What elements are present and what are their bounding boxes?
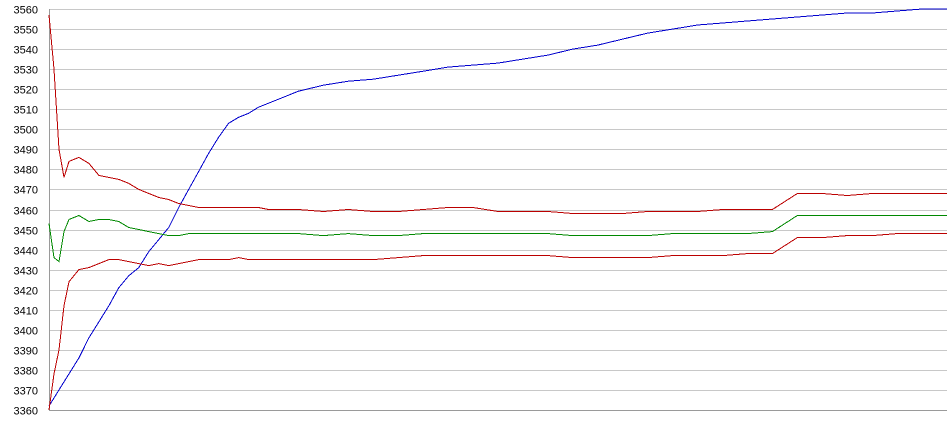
- series-line-1: [48, 8, 947, 407]
- y-tick-label: 3500: [14, 125, 38, 137]
- y-tick-label: 3360: [14, 406, 38, 418]
- y-tick-label: 3530: [14, 65, 38, 77]
- y-tick-label: 3480: [14, 165, 38, 177]
- series-line-4: [48, 233, 947, 411]
- y-tick-label: 3400: [14, 326, 38, 338]
- series-line-2: [48, 14, 947, 214]
- y-tick-label: 3510: [14, 105, 38, 117]
- y-tick-label: 3450: [14, 226, 38, 238]
- y-tick-label: 3390: [14, 346, 38, 358]
- series-line-3: [48, 214, 947, 263]
- y-tick-label: 3560: [14, 5, 38, 17]
- y-tick-label: 3380: [14, 366, 38, 378]
- y-tick-label: 3550: [14, 25, 38, 37]
- series-lines: [48, 8, 947, 411]
- y-tick-label: 3430: [14, 266, 38, 278]
- gridlines: [49, 9, 947, 411]
- y-tick-labels: 3360 3370 3380 3390 3400 3410 3420 3430 3440 3450…: [14, 5, 38, 418]
- y-tick-label: 3460: [14, 206, 38, 218]
- y-tick-label: 3470: [14, 185, 38, 197]
- y-tick-label: 3420: [14, 286, 38, 298]
- y-tick-label: 3490: [14, 145, 38, 157]
- y-tick-label: 3520: [14, 85, 38, 97]
- y-tick-label: 3410: [14, 306, 38, 318]
- y-tick-label: 3370: [14, 386, 38, 398]
- y-tick-label: 3440: [14, 246, 38, 258]
- y-tick-label: 3540: [14, 45, 38, 57]
- axes: [49, 9, 947, 411]
